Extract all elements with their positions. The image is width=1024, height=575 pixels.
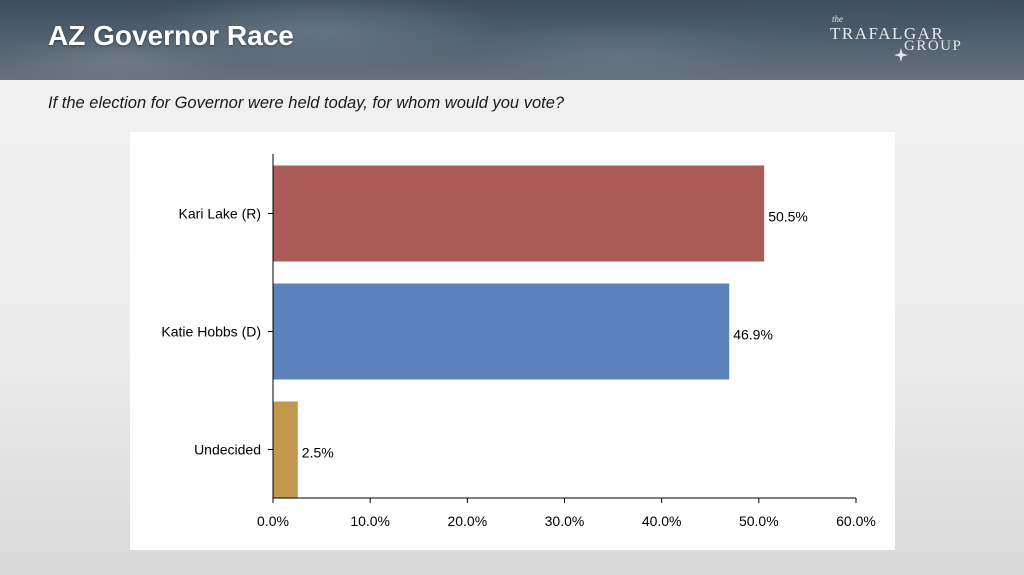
chart-panel: 0.0% 10.0% 20.0% 30.0% 40.0% 50.0% 60.0% Kari L… [130,132,895,550]
x-tick-label: 20.0% [447,513,487,529]
category-label: Kari Lake (R) [179,206,261,222]
data-label: 46.9% [733,327,773,343]
bar-chart: 0.0% 10.0% 20.0% 30.0% 40.0% 50.0% 60.0% Kari L… [161,154,876,529]
compass-star-icon [894,48,908,62]
slide-title: AZ Governor Race [48,20,294,51]
bar [273,401,298,498]
logo-line-1: TRAFALGAR [830,24,945,43]
logo-line-2: GROUP [904,38,963,54]
trafalgar-group-logo: the TRAFALGAR GROUP [828,14,988,68]
x-tick-label: 50.0% [739,513,779,529]
data-label: 50.5% [768,209,808,225]
data-label: 2.5% [302,445,334,461]
bar [273,165,765,262]
header-banner: AZ Governor Race the TRAFALGAR GROUP [0,0,1024,80]
x-tick-label: 30.0% [545,513,585,529]
x-tick-label: 10.0% [350,513,390,529]
bar [273,283,730,380]
x-tick-label: 40.0% [642,513,682,529]
x-tick-label: 0.0% [257,513,289,529]
logo-the-text: the [832,14,843,24]
survey-question: If the election for Governor were held t… [48,94,565,112]
category-label: Katie Hobbs (D) [161,324,261,340]
x-tick-label: 60.0% [836,513,876,529]
category-label: Undecided [194,442,261,458]
